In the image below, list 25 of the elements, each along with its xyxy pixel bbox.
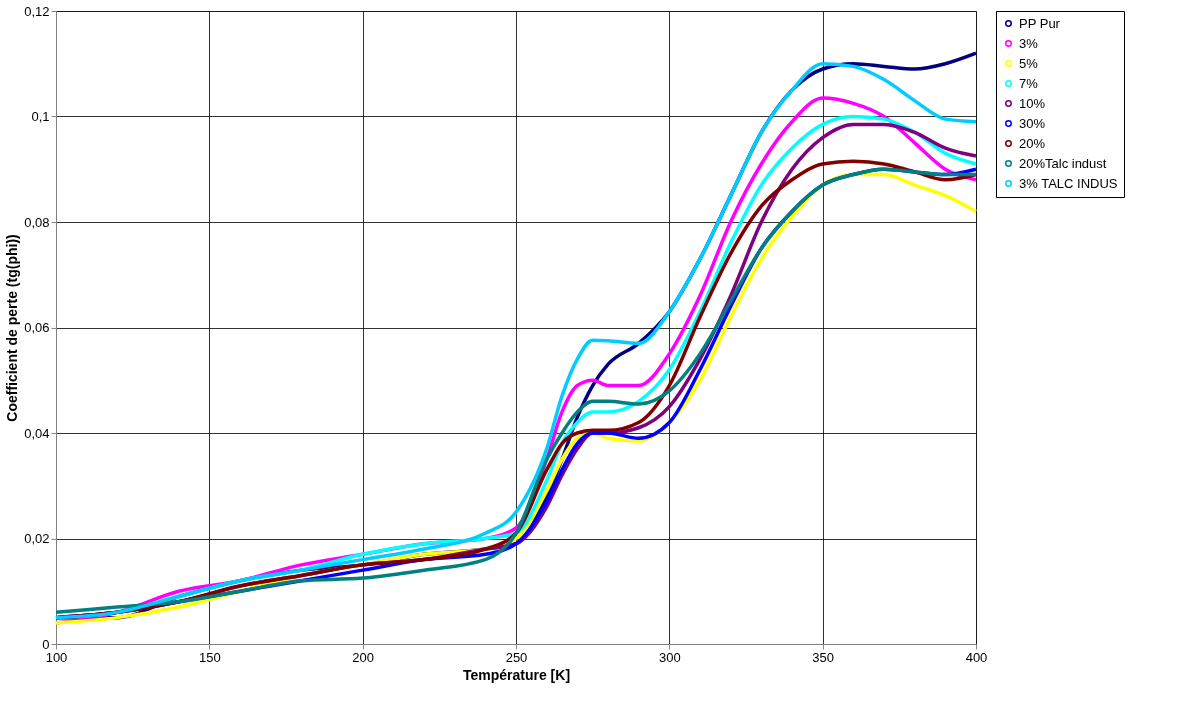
legend-label: 5% — [1019, 55, 1039, 71]
x-axis-title: Température [K] — [462, 666, 571, 683]
y-axis-title: Coefficient de perte (tg(phi)) — [4, 234, 21, 422]
y-tick-label: 0 — [42, 636, 50, 652]
y-tick-label: 0,1 — [31, 109, 50, 124]
legend-label: 7% — [1019, 75, 1039, 91]
x-tick-label: 100 — [45, 649, 68, 665]
y-tick-label: 0,12 — [24, 3, 50, 19]
y-tick-label: 0,02 — [24, 531, 50, 546]
legend-label: 3% — [1019, 35, 1039, 51]
x-tick-label: 400 — [965, 649, 988, 665]
legend-label: 10% — [1019, 95, 1046, 111]
legend-label: 30% — [1019, 115, 1046, 131]
x-tick-label: 200 — [352, 649, 375, 665]
y-tick-label: 0,06 — [24, 320, 50, 335]
legend-label: 3% TALC INDUS — [1019, 175, 1118, 191]
legend-label: 20%Talc indust — [1019, 155, 1107, 171]
legend-label: PP Pur — [1019, 15, 1061, 31]
x-tick-label: 350 — [812, 649, 835, 665]
x-tick-label: 250 — [505, 649, 528, 665]
y-tick-label: 0,04 — [24, 425, 50, 441]
x-tick-label: 150 — [198, 649, 221, 665]
y-tick-label: 0,08 — [24, 214, 50, 230]
legend-label: 20% — [1019, 135, 1046, 151]
x-tick-label: 300 — [658, 649, 681, 665]
